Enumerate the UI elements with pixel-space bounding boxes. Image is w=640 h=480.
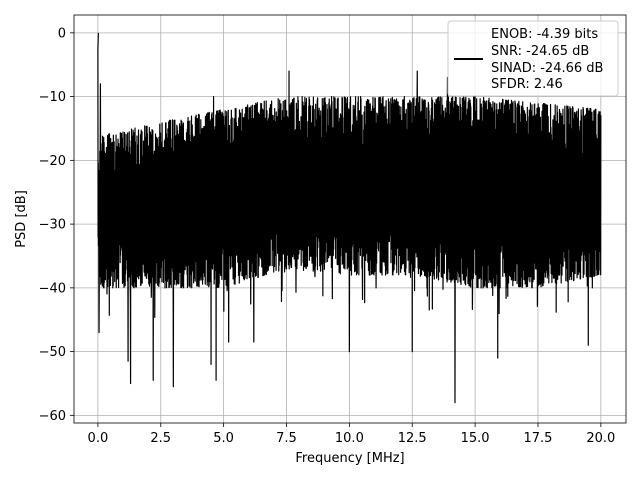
x-axis-ticks: 0.0 2.5 5.0 7.5 10.0 12.5 15.0 17.5 20.0 [88,423,615,446]
legend-entry-sinad: SINAD: -24.66 dB [491,61,603,76]
legend-entry-enob: ENOB: -4.39 bits [491,27,598,42]
x-tick-label: 7.5 [276,431,297,446]
x-tick-label: 0.0 [88,431,109,446]
x-tick-label: 20.0 [586,431,615,446]
axes-frame [73,14,627,424]
psd-series-line [97,32,602,404]
x-tick-label: 10.0 [335,431,364,446]
x-tick-label: 15.0 [461,431,490,446]
y-tick-label: −60 [39,409,66,424]
x-tick-label: 12.5 [398,431,427,446]
y-tick-label: −50 [39,345,66,360]
y-axis-ticks: 0 −10 −20 −30 −40 −50 −60 [39,26,74,424]
legend: ENOB: -4.39 bits SNR: -24.65 dB SINAD: -… [447,20,619,97]
y-tick-label: −40 [39,281,66,296]
y-axis-label: PSD [dB] [14,190,29,248]
x-tick-label: 2.5 [150,431,171,446]
y-tick-label: −30 [39,218,66,233]
legend-entry-snr: SNR: -24.65 dB [491,44,589,59]
y-tick-label: 0 [58,26,66,41]
x-tick-label: 17.5 [524,431,553,446]
x-axis-label: Frequency [MHz] [295,451,404,466]
y-tick-label: −20 [39,154,66,169]
legend-entry-sfdr: SFDR: 2.46 [491,77,563,92]
y-tick-label: −10 [39,90,66,105]
legend-box [447,20,619,97]
psd-trace [97,32,602,404]
x-tick-label: 5.0 [213,431,234,446]
